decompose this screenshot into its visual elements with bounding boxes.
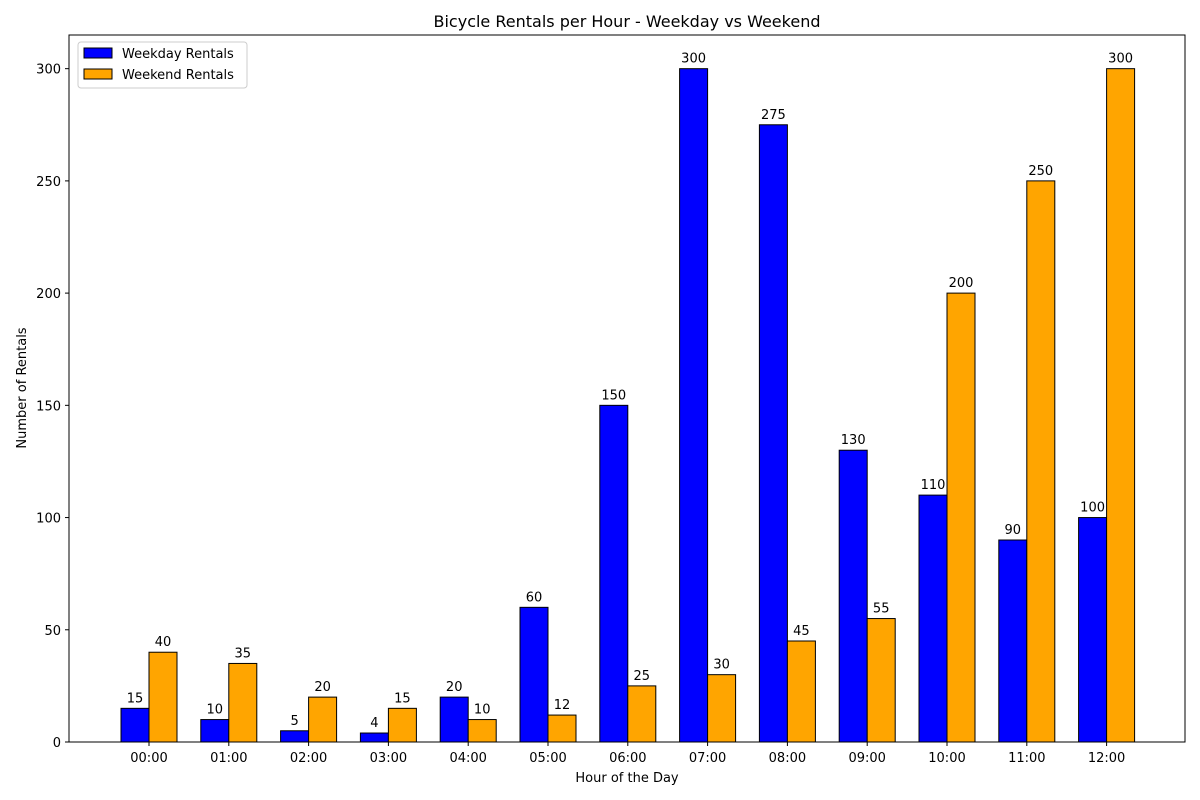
y-tick-label: 50 — [44, 624, 61, 639]
data-label: 55 — [873, 602, 890, 617]
bar-weekday-0100 — [200, 719, 230, 743]
data-label: 100 — [1080, 501, 1105, 516]
bar-weekday-0600 — [599, 404, 629, 743]
legend-label-weekday: Weekday Rentals — [122, 47, 234, 62]
data-label: 200 — [949, 276, 974, 291]
bar-weekend-0300 — [387, 707, 417, 743]
y-tick-label: 250 — [36, 175, 61, 190]
data-label: 45 — [793, 624, 810, 639]
data-label: 300 — [681, 52, 706, 67]
legend-box — [77, 41, 248, 89]
x-tick-label: 09:00 — [848, 751, 885, 766]
bar-weekday-0300 — [359, 732, 389, 743]
data-label: 25 — [634, 669, 651, 684]
x-axis-label: Hour of the Day — [575, 771, 679, 786]
bar-weekday-0500 — [519, 606, 549, 743]
x-tick-label: 07:00 — [689, 751, 726, 766]
bar-weekday-0900 — [838, 449, 868, 743]
x-tick-label: 11:00 — [1008, 751, 1045, 766]
data-label: 60 — [526, 590, 543, 605]
data-label: 150 — [601, 388, 626, 403]
y-axis-label: Number of Rentals — [15, 327, 30, 448]
data-labels-group: 15 10 5 4 20 60 150 300 275 130 110 90 100 40 35 20 15 10… — [127, 52, 1133, 731]
data-label: 4 — [370, 716, 378, 731]
data-label: 275 — [761, 108, 786, 123]
data-label: 90 — [1005, 523, 1022, 538]
y-tick-label: 150 — [36, 399, 61, 414]
x-tick-label: 12:00 — [1088, 751, 1125, 766]
bar-weekday-0800 — [758, 124, 788, 743]
bar-weekend-0000 — [148, 651, 178, 743]
data-label: 20 — [446, 680, 463, 695]
bar-weekday-1000 — [918, 494, 948, 743]
data-label: 15 — [127, 691, 144, 706]
data-label: 12 — [554, 698, 571, 713]
plot-frame — [68, 34, 1186, 743]
data-label: 250 — [1028, 164, 1053, 179]
x-tick-label: 08:00 — [769, 751, 806, 766]
legend-swatch-weekday — [83, 47, 113, 59]
x-axis-ticks: 00:00 01:00 02:00 03:00 04:00 05:00 06:00 07:00… — [130, 742, 1125, 766]
x-tick-label: 04:00 — [449, 751, 486, 766]
data-label: 110 — [921, 478, 946, 493]
legend-label-weekend: Weekend Rentals — [122, 68, 234, 83]
data-label: 15 — [394, 691, 411, 706]
bar-weekend-1200 — [1106, 68, 1136, 743]
bar-weekday-1200 — [1078, 517, 1108, 743]
x-tick-label: 05:00 — [529, 751, 566, 766]
bar-weekend-0600 — [627, 685, 657, 743]
y-tick-label: 200 — [36, 287, 61, 302]
x-tick-label: 10:00 — [928, 751, 965, 766]
bar-weekday-0000 — [120, 707, 150, 743]
y-tick-label: 100 — [36, 512, 61, 527]
x-tick-label: 01:00 — [210, 751, 247, 766]
y-axis-ticks: 0 50 100 150 200 250 300 — [36, 63, 69, 751]
bar-weekday-0700 — [679, 68, 709, 743]
bar-weekend-0500 — [547, 714, 577, 743]
bars-group — [120, 68, 1136, 743]
bar-weekday-1100 — [998, 539, 1028, 743]
bar-weekend-0400 — [467, 719, 497, 743]
data-label: 300 — [1108, 52, 1133, 67]
y-tick-label: 300 — [36, 63, 61, 78]
data-label: 10 — [474, 703, 491, 718]
bar-weekend-0900 — [866, 618, 896, 743]
data-label: 30 — [713, 658, 730, 673]
data-label: 20 — [314, 680, 331, 695]
x-tick-label: 06:00 — [609, 751, 646, 766]
legend: Weekday Rentals Weekend Rentals — [77, 41, 248, 89]
chart-title: Bicycle Rentals per Hour - Weekday vs We… — [434, 12, 821, 31]
y-tick-label: 0 — [53, 736, 61, 751]
data-label: 130 — [841, 433, 866, 448]
x-tick-label: 03:00 — [370, 751, 407, 766]
bar-weekend-0200 — [308, 696, 338, 743]
bar-weekday-0200 — [280, 730, 310, 743]
data-label: 5 — [290, 714, 298, 729]
bar-weekend-1000 — [946, 292, 976, 743]
bar-weekday-0400 — [439, 696, 469, 743]
bar-weekend-0700 — [707, 674, 737, 743]
bar-weekend-1100 — [1026, 180, 1056, 743]
x-tick-label: 00:00 — [130, 751, 167, 766]
data-label: 10 — [207, 703, 224, 718]
data-label: 35 — [235, 646, 252, 661]
x-tick-label: 02:00 — [290, 751, 327, 766]
data-label: 40 — [155, 635, 172, 650]
bar-weekend-0800 — [786, 640, 816, 743]
legend-swatch-weekend — [83, 68, 113, 80]
bar-weekend-0100 — [228, 662, 258, 743]
